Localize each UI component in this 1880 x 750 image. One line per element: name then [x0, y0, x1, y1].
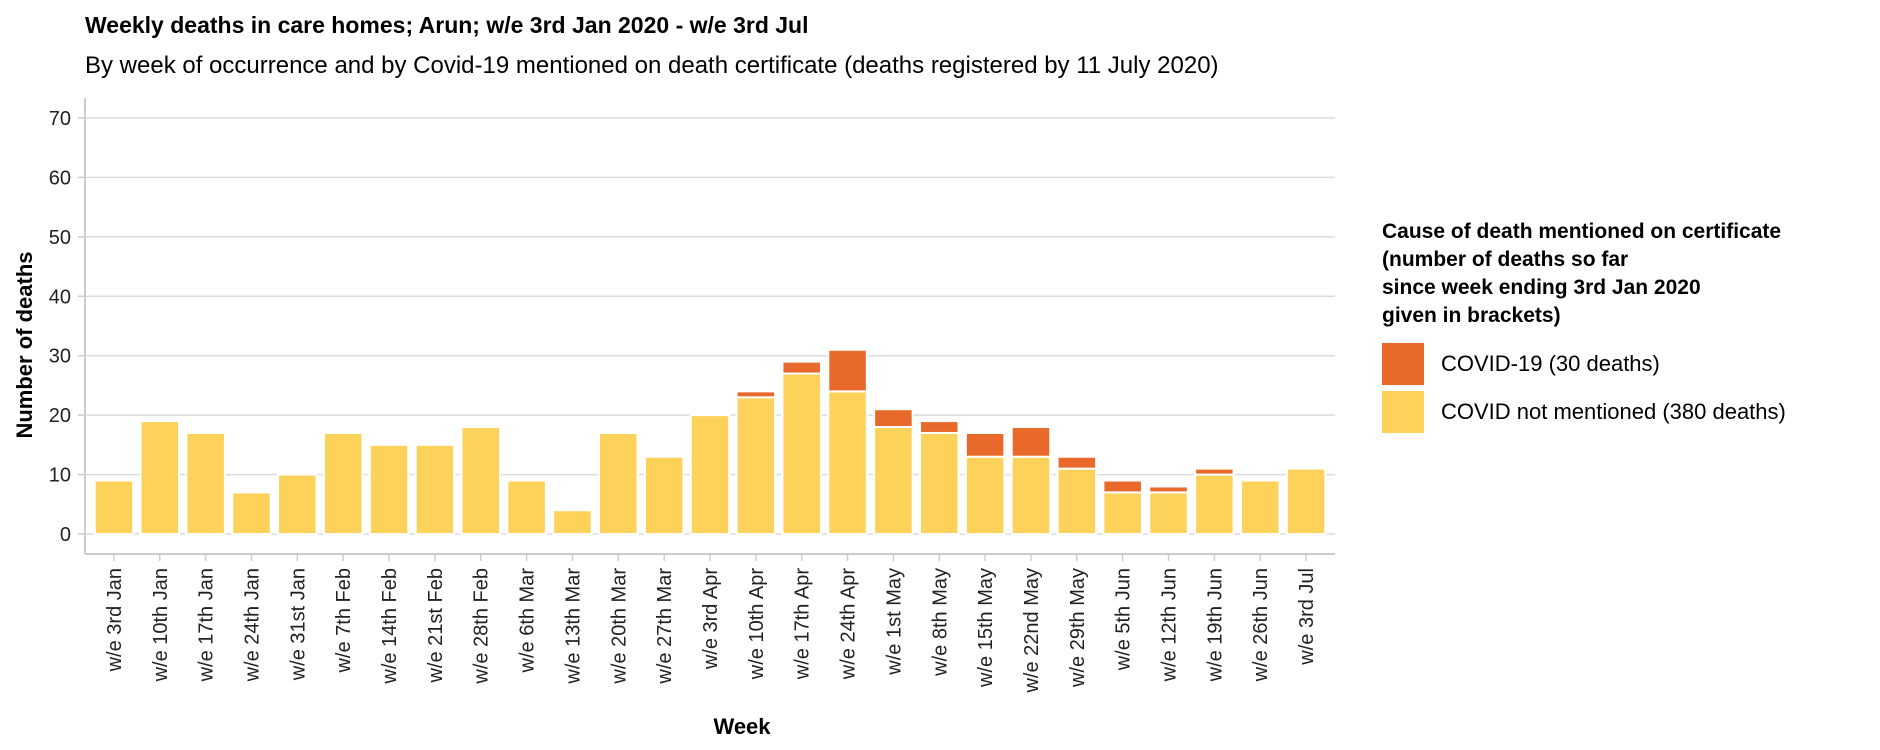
x-tick-label: w/e 5th Jun: [1113, 568, 1135, 671]
chart-title: Weekly deaths in care homes; Arun; w/e 3…: [85, 12, 809, 38]
bar-segment-covid-not-mentioned: [873, 426, 914, 535]
bar-segment-covid-not-mentioned: [598, 431, 639, 536]
bar-segment-covid-not-mentioned: [1010, 455, 1052, 535]
y-tick-label: 20: [49, 405, 71, 427]
bar-segment-covid-19: [1102, 479, 1143, 494]
x-tick-label: w/e 31st Jan: [287, 568, 309, 681]
x-tick-label: w/e 12th Jun: [1159, 568, 1181, 682]
bar-segment-covid-not-mentioned: [231, 491, 272, 535]
x-tick-label: w/e 10th Apr: [746, 568, 768, 681]
bar-segment-covid-not-mentioned: [139, 420, 181, 536]
x-tick-label: w/e 21st Feb: [425, 568, 447, 684]
y-tick-label: 0: [60, 524, 71, 546]
bar-segment-covid-not-mentioned: [1102, 491, 1143, 535]
x-tick-label: w/e 17th Apr: [792, 568, 814, 681]
legend-label: COVID-19 (30 deaths): [1441, 351, 1660, 376]
x-axis-label: Week: [713, 714, 771, 739]
bar-segment-covid-19: [873, 408, 914, 429]
legend-title: Cause of death mentioned on certificate …: [1382, 220, 1782, 327]
bar-segment-covid-19: [781, 360, 822, 375]
bars: [93, 348, 1327, 536]
bar-segment-covid-not-mentioned: [552, 509, 593, 536]
x-tick-label: w/e 3rd Apr: [700, 568, 722, 671]
x-tick-label: w/e 22nd May: [1021, 568, 1043, 694]
x-tick-label: w/e 1st May: [883, 568, 905, 676]
legend-item: COVID-19 (30 deaths): [1382, 340, 1786, 388]
x-tick-label: w/e 14th Feb: [379, 568, 401, 685]
x-tick-label: w/e 17th Jan: [196, 568, 218, 682]
x-tick-label: w/e 28th Feb: [471, 568, 493, 685]
chart-subtitle: By week of occurrence and by Covid-19 me…: [85, 52, 1219, 79]
bar-segment-covid-not-mentioned: [735, 396, 777, 536]
y-axis-label: Number of deaths: [12, 251, 37, 438]
bar-segment-covid-19: [919, 420, 960, 434]
x-tick-label: w/e 8th May: [929, 568, 951, 677]
bar-segment-covid-19: [1010, 426, 1052, 458]
bar-segment-covid-not-mentioned: [1056, 467, 1098, 535]
x-tick-label: w/e 20th Mar: [608, 568, 630, 685]
bar-segment-covid-not-mentioned: [93, 479, 135, 535]
bar-segment-covid-19: [1194, 467, 1235, 476]
bar-segment-covid-19: [1148, 485, 1189, 494]
bar-segment-covid-not-mentioned: [1239, 479, 1281, 535]
bar-segment-covid-not-mentioned: [964, 455, 1006, 535]
legend: Cause of death mentioned on certificate …: [1382, 218, 1786, 436]
x-tick-label: w/e 29th May: [1067, 568, 1089, 688]
bar-segment-covid-not-mentioned: [1148, 491, 1189, 535]
y-tick-label: 40: [49, 286, 71, 308]
bar-segment-covid-not-mentioned: [781, 372, 822, 535]
bar-segment-covid-not-mentioned: [689, 414, 731, 535]
x-tick-label: w/e 6th Mar: [517, 568, 539, 674]
x-tick-label: w/e 24th Apr: [838, 568, 860, 681]
y-tick-label: 50: [49, 227, 71, 249]
bar-segment-covid-19: [827, 348, 868, 393]
y-tick-label: 30: [49, 346, 71, 368]
bar-segment-covid-not-mentioned: [460, 426, 501, 535]
legend-item: COVID not mentioned (380 deaths): [1382, 388, 1786, 436]
legend-items: COVID-19 (30 deaths) COVID not mentioned …: [1382, 340, 1786, 436]
x-tick-label: w/e 19th Jun: [1204, 568, 1226, 682]
y-tick-label: 10: [49, 465, 71, 487]
x-tick-label: w/e 15th May: [975, 568, 997, 688]
x-tick-label: w/e 13th Mar: [562, 568, 584, 685]
bar-segment-covid-not-mentioned: [827, 390, 868, 535]
bar-segment-covid-not-mentioned: [368, 443, 410, 536]
x-axis-ticks: w/e 3rd Jan w/e 10th Jan w/e 17th Jan w/e 2…: [104, 554, 1318, 694]
x-tick-label: w/e 26th Jun: [1250, 568, 1272, 682]
bar-segment-covid-19: [964, 431, 1006, 458]
bar-segment-covid-not-mentioned: [1285, 467, 1327, 535]
x-tick-label: w/e 24th Jan: [241, 568, 263, 682]
bar-segment-covid-not-mentioned: [277, 473, 318, 536]
legend-swatch: [1382, 343, 1424, 385]
bar-segment-covid-not-mentioned: [185, 431, 226, 536]
x-tick-label: w/e 27th Mar: [654, 568, 676, 685]
legend-label: COVID not mentioned (380 deaths): [1441, 399, 1786, 424]
bar-segment-covid-not-mentioned: [322, 431, 364, 536]
y-tick-label: 60: [49, 167, 71, 189]
bar-segment-covid-19: [735, 390, 777, 399]
bar-segment-covid-not-mentioned: [414, 443, 456, 536]
bar-segment-covid-19: [1056, 455, 1098, 470]
y-tick-label: 70: [49, 108, 71, 130]
legend-swatch: [1382, 391, 1424, 433]
x-tick-label: w/e 7th Feb: [333, 568, 355, 674]
y-axis-ticks: 0 10 20 30 40 50 60 70: [49, 108, 85, 546]
x-tick-label: w/e 3rd Jan: [104, 568, 126, 672]
bar-segment-covid-not-mentioned: [1194, 473, 1235, 536]
bar-segment-covid-not-mentioned: [643, 455, 685, 535]
x-tick-label: w/e 3rd Jul: [1296, 568, 1318, 666]
bar-segment-covid-not-mentioned: [919, 431, 960, 536]
bar-segment-covid-not-mentioned: [506, 479, 547, 535]
x-tick-label: w/e 10th Jan: [150, 568, 172, 682]
